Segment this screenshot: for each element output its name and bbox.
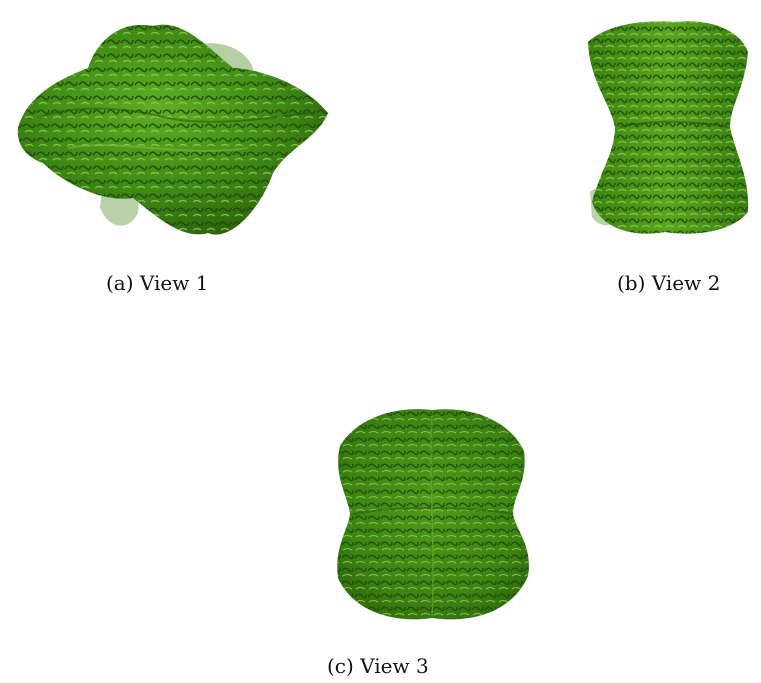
density-map-view-3 [328,396,536,628]
density-map-view-3-graphic [337,409,529,620]
density-map-view-1-graphic [17,24,329,235]
caption-view-3: (c) View 3 [327,654,429,678]
density-map-view-1 [8,8,336,248]
density-map-view-2 [580,12,756,242]
density-map-view-2-graphic [588,21,749,234]
caption-view-2: (b) View 2 [617,271,721,295]
caption-view-1: (a) View 1 [106,271,209,295]
